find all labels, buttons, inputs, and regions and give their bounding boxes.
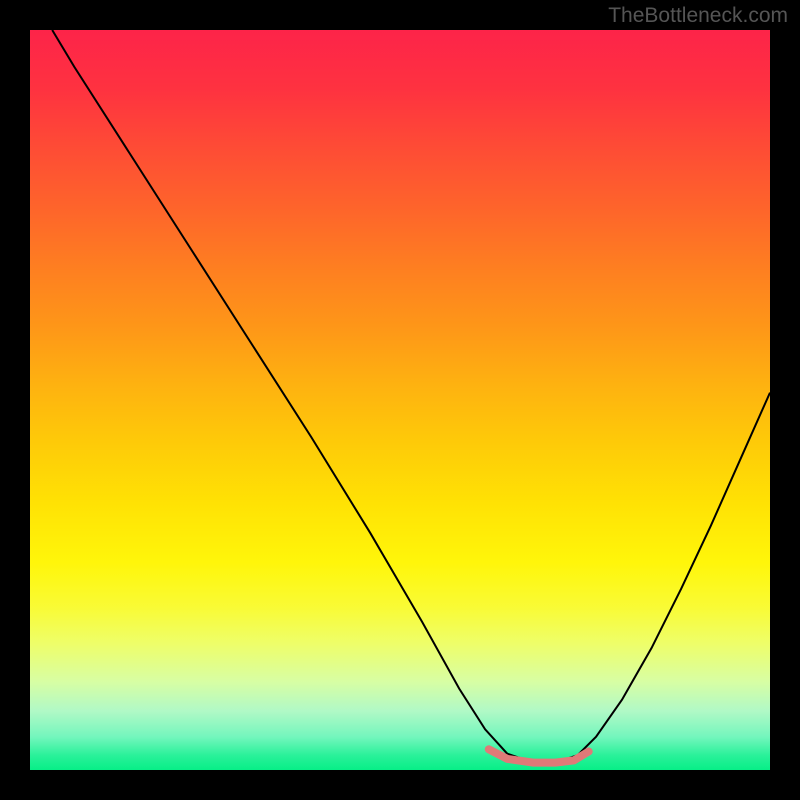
- chart-viewport: TheBottleneck.com: [0, 0, 800, 800]
- plot-background: [30, 30, 770, 770]
- bottleneck-chart: [0, 0, 800, 800]
- watermark-text: TheBottleneck.com: [608, 4, 788, 28]
